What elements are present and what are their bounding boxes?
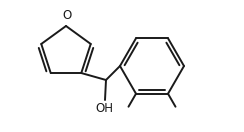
Text: OH: OH	[95, 102, 113, 115]
Text: O: O	[62, 9, 72, 22]
